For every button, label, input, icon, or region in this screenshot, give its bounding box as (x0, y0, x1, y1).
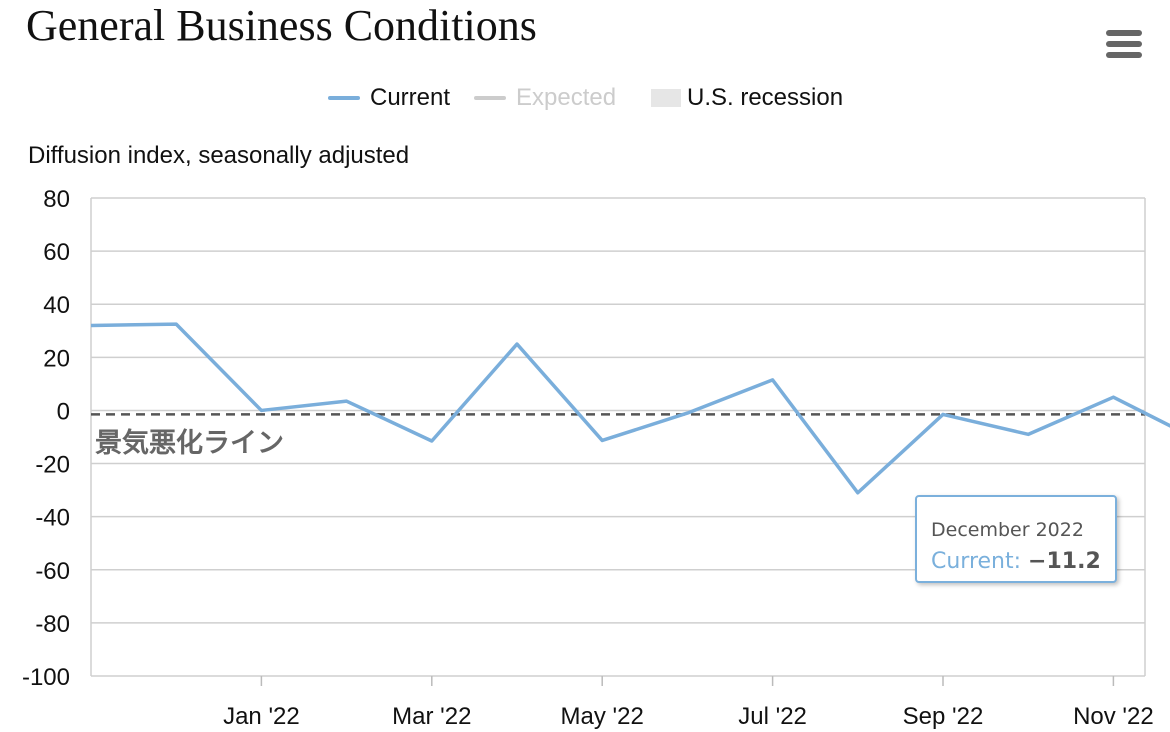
tooltip-series: Current: −11.2 (931, 549, 1101, 574)
x-tick-label: Sep '22 (903, 703, 984, 730)
x-tick-label: Mar '22 (392, 703, 471, 730)
y-tick-label: 20 (43, 345, 70, 372)
legend-swatch-expected (474, 96, 506, 100)
menu-bar (1106, 30, 1142, 36)
legend-label-expected: Expected (516, 84, 617, 111)
y-tick-label: 80 (43, 186, 70, 213)
y-axis-label: Diffusion index, seasonally adjusted (28, 142, 410, 169)
legend-swatch-current (328, 96, 360, 100)
legend-label-recession: U.S. recession (687, 84, 844, 111)
x-tick-label: May '22 (561, 703, 644, 730)
y-tick-label: -60 (35, 558, 70, 585)
legend-item-recession[interactable]: U.S. recession (651, 80, 843, 116)
legend: Current Expected U.S. recession (0, 80, 1170, 116)
series-line-current (90, 322, 1170, 495)
y-tick-label: 60 (43, 239, 70, 266)
y-tick-label: 40 (43, 292, 70, 319)
tooltip-series-name: Current (931, 549, 1014, 574)
y-tick-label: -100 (22, 664, 70, 691)
y-tick-label: -40 (35, 505, 70, 532)
y-tick-label: -20 (35, 452, 70, 479)
hamburger-menu-icon[interactable] (1106, 30, 1142, 60)
reference-line-label: 景気悪化ライン (95, 427, 284, 459)
menu-bar (1106, 41, 1142, 47)
chart-title: General Business Conditions (26, 1, 537, 50)
legend-item-current[interactable]: Current (328, 80, 450, 116)
y-tick-label: -80 (35, 611, 70, 638)
tooltip-date: December 2022 (931, 519, 1084, 541)
x-tick-label: Jan '22 (223, 703, 300, 730)
legend-item-expected[interactable]: Expected (474, 80, 616, 116)
tooltip-value: −11.2 (1028, 549, 1101, 574)
legend-swatch-recession (651, 89, 681, 107)
tooltip: December 2022 Current: −11.2 (915, 495, 1117, 583)
x-tick-label: Jul '22 (738, 703, 807, 730)
x-tick-label: Nov '22 (1073, 703, 1154, 730)
y-tick-label: 0 (57, 398, 70, 425)
menu-bar (1106, 52, 1142, 58)
legend-label-current: Current (370, 84, 451, 111)
